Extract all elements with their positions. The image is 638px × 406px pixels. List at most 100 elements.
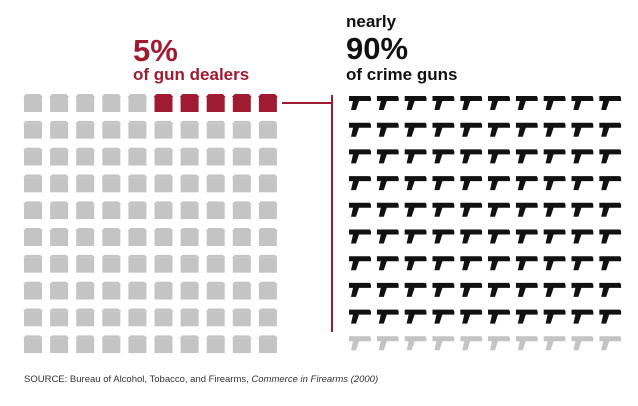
dealer-icon (23, 228, 43, 246)
gun-icon-highlighted (571, 149, 594, 164)
dealer-icon (127, 308, 148, 327)
gun-icon-highlighted (349, 202, 371, 217)
dealer-icon (101, 281, 122, 300)
gun-icon-highlighted (571, 229, 594, 244)
gun-icon-highlighted (404, 256, 427, 271)
gun-icon-highlighted (460, 122, 483, 137)
gun-icon-highlighted (432, 176, 455, 191)
gun-icon-highlighted (404, 122, 427, 137)
dealer-icon (205, 174, 226, 193)
gun-icon-highlighted (515, 256, 538, 271)
dealer-icon (23, 174, 43, 193)
dealer-icon (179, 254, 200, 273)
gun-icon (349, 336, 371, 351)
dealer-icon (231, 174, 252, 193)
dealer-icon (23, 335, 43, 354)
dealer-icon (205, 335, 226, 354)
dealer-icon (75, 201, 96, 220)
gun-icon-highlighted (432, 122, 455, 137)
gun-icon-highlighted (543, 96, 566, 110)
dealer-icon-highlighted (231, 94, 252, 112)
dealer-icon (205, 120, 226, 139)
gun-icon-highlighted (432, 149, 455, 164)
dealer-icon (153, 228, 174, 246)
gun-icon-highlighted (515, 282, 538, 297)
dealer-icon-grid (23, 94, 278, 354)
dealer-icon (205, 147, 226, 166)
gun-icon-highlighted (432, 256, 455, 271)
gun-icon (488, 336, 510, 351)
gun-icon (460, 336, 483, 351)
dealer-icon (205, 254, 226, 273)
gun-icon-highlighted (599, 229, 622, 244)
dealer-icon (205, 201, 226, 220)
guns-label: of crime guns (346, 65, 457, 84)
dealer-icon (75, 254, 96, 273)
dealer-icon (153, 281, 174, 300)
gun-icon-highlighted (404, 176, 427, 191)
dealer-icon (205, 281, 226, 300)
dealer-icon (257, 281, 278, 300)
dealer-icon (75, 335, 96, 354)
dealer-icon (49, 94, 70, 112)
dealer-icon (153, 120, 174, 139)
dealer-icon (127, 281, 148, 300)
dealer-icon (257, 254, 278, 273)
gun-icon (571, 336, 594, 351)
gun-icon-highlighted (404, 202, 427, 217)
dealer-icon (75, 308, 96, 327)
dealer-icon (23, 201, 43, 220)
dealers-label: of gun dealers (133, 65, 249, 84)
gun-icon-highlighted (515, 229, 538, 244)
gun-icon-highlighted (599, 96, 622, 110)
gun-icon-highlighted (460, 149, 483, 164)
gun-icon-highlighted (376, 122, 399, 137)
gun-icon-highlighted (488, 256, 510, 271)
dealer-icon (75, 174, 96, 193)
gun-icon (432, 336, 455, 351)
dealer-icon (75, 228, 96, 246)
dealer-icon (179, 228, 200, 246)
dealer-icon (205, 228, 226, 246)
gun-icon-highlighted (460, 309, 483, 324)
gun-icon-highlighted (599, 149, 622, 164)
gun-icon-highlighted (571, 96, 594, 110)
source-note: SOURCE: Bureau of Alcohol, Tobacco, and … (24, 374, 378, 385)
dealer-icon (179, 174, 200, 193)
dealer-icon (153, 174, 174, 193)
dealer-icon (49, 281, 70, 300)
gun-icon-highlighted (599, 309, 622, 324)
dealer-icon (153, 308, 174, 327)
gun-icon (376, 336, 399, 351)
gun-icon-highlighted (349, 176, 371, 191)
connector-bracket (282, 95, 333, 332)
dealer-icon (75, 281, 96, 300)
gun-icon-highlighted (432, 282, 455, 297)
gun-icon-highlighted (599, 176, 622, 191)
gun-icon-highlighted (488, 309, 510, 324)
dealer-icon (231, 335, 252, 354)
dealer-icon (153, 254, 174, 273)
gun-icon-highlighted (432, 309, 455, 324)
gun-icon-highlighted (543, 229, 566, 244)
gun-icon (543, 336, 566, 351)
dealer-icon (179, 147, 200, 166)
gun-icon-highlighted (376, 176, 399, 191)
gun-icon-highlighted (515, 122, 538, 137)
gun-icon-highlighted (488, 202, 510, 217)
dealer-icon (127, 120, 148, 139)
gun-icon-highlighted (571, 282, 594, 297)
source-text: SOURCE: Bureau of Alcohol, Tobacco, and … (24, 374, 252, 385)
dealer-icon (231, 254, 252, 273)
gun-icon-highlighted (488, 96, 510, 110)
dealer-icon (231, 147, 252, 166)
dealer-icon (49, 120, 70, 139)
gun-icon (515, 336, 538, 351)
gun-icon-highlighted (349, 282, 371, 297)
dealer-icon (257, 201, 278, 220)
gun-icon-highlighted (571, 202, 594, 217)
gun-icon-highlighted (376, 149, 399, 164)
dealer-icon (257, 308, 278, 327)
dealer-icon (23, 120, 43, 139)
dealer-icon (23, 94, 43, 112)
